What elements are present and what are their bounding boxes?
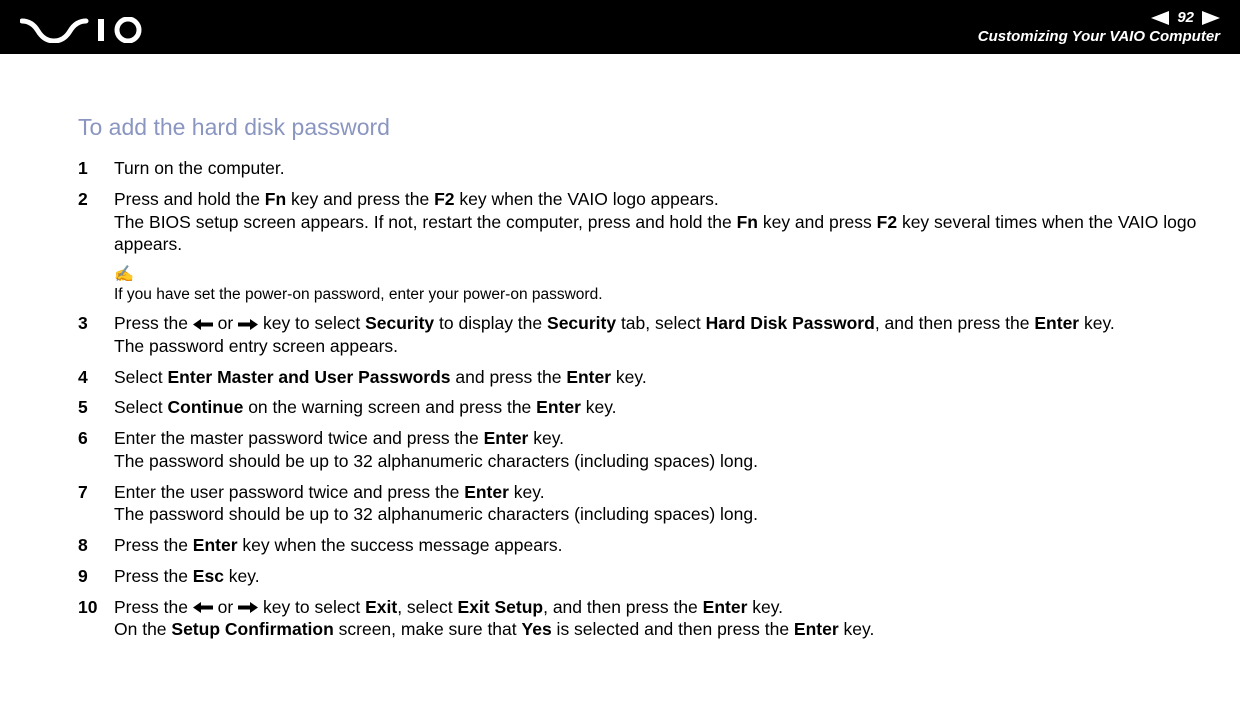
nav-prev-icon[interactable] <box>1151 11 1169 25</box>
step-body: Press the Enter key when the success mes… <box>114 534 1208 557</box>
step-row: 3 Press the or key to select Security to … <box>78 312 1208 358</box>
step-number: 10 <box>78 596 100 642</box>
nav-next-icon[interactable] <box>1202 11 1220 25</box>
page-title: To add the hard disk password <box>78 114 1208 141</box>
step-body: Press and hold the Fn key and press the … <box>114 188 1208 256</box>
header-right: 92 Customizing Your VAIO Computer <box>978 9 1220 45</box>
step-number: 8 <box>78 534 100 557</box>
step-body: Press the or key to select Exit, select … <box>114 596 1208 642</box>
steps-list-top: 1 Turn on the computer. 2Press and hold th… <box>78 157 1208 256</box>
step-row: 4 Select Enter Master and User Passwords … <box>78 366 1208 389</box>
step-number: 6 <box>78 427 100 473</box>
step-number: 5 <box>78 396 100 419</box>
note-icon: ✍ <box>114 264 1208 284</box>
step-number: 3 <box>78 312 100 358</box>
step-body: Press the or key to select Security to d… <box>114 312 1208 358</box>
step-body: Enter the master password twice and pres… <box>114 427 1208 473</box>
step-body: Press the Esc key. <box>114 565 1208 588</box>
step-body: Enter the user password twice and press … <box>114 481 1208 527</box>
page-content: To add the hard disk password 1 Turn on t… <box>0 54 1240 669</box>
step-row: 6 Enter the master password twice and pre… <box>78 427 1208 473</box>
step-number: 1 <box>78 157 100 180</box>
step-row: 1 Turn on the computer. <box>78 157 1208 180</box>
step-row: 7 Enter the user password twice and press… <box>78 481 1208 527</box>
steps-list-bottom: 3 Press the or key to select Security to … <box>78 312 1208 641</box>
step-row: 8 Press the Enter key when the success me… <box>78 534 1208 557</box>
page-number: 92 <box>1177 9 1194 26</box>
step-number: 7 <box>78 481 100 527</box>
step-row: 2Press and hold the Fn key and press the… <box>78 188 1208 256</box>
note-block: ✍ If you have set the power-on password,… <box>114 264 1208 304</box>
vaio-logo <box>20 17 150 43</box>
step-number: 2 <box>78 188 100 256</box>
step-number: 9 <box>78 565 100 588</box>
step-body: Turn on the computer. <box>114 157 1208 180</box>
step-row: 10 Press the or key to select Exit, selec… <box>78 596 1208 642</box>
step-row: 9 Press the Esc key. <box>78 565 1208 588</box>
step-number: 4 <box>78 366 100 389</box>
note-text: If you have set the power-on password, e… <box>114 286 1208 304</box>
section-label: Customizing Your VAIO Computer <box>978 28 1220 45</box>
vaio-logo-svg <box>20 17 150 43</box>
step-row: 5 Select Continue on the warning screen a… <box>78 396 1208 419</box>
page-nav: 92 <box>978 9 1220 26</box>
page-header: 92 Customizing Your VAIO Computer <box>0 0 1240 54</box>
step-body: Select Continue on the warning screen an… <box>114 396 1208 419</box>
step-body: Select Enter Master and User Passwords a… <box>114 366 1208 389</box>
